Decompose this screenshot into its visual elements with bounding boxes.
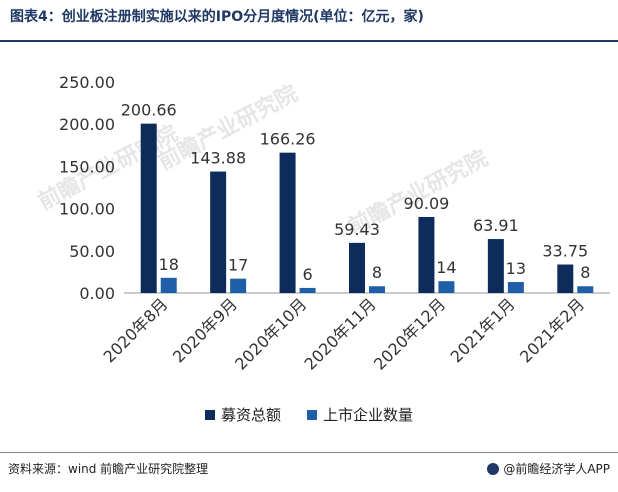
y-tick-label: 200.00 bbox=[59, 115, 115, 134]
legend-label-listed: 上市企业数量 bbox=[323, 406, 414, 424]
footer-divider bbox=[0, 452, 618, 453]
data-label-listed: 6 bbox=[302, 265, 312, 284]
bar-listed bbox=[160, 277, 177, 293]
legend-swatch-fundraising bbox=[204, 409, 215, 420]
bar-chart: 0.00 50.00 100.00 150.00 200.00 250.00 200.66 1… bbox=[59, 73, 610, 374]
brand-label: @前瞻经济学人APP bbox=[503, 462, 610, 476]
x-tick-label: 2020年10月 bbox=[231, 294, 310, 373]
data-label-fundraising: 166.26 bbox=[260, 130, 316, 149]
data-label-fundraising: 90.09 bbox=[404, 194, 450, 213]
bar-listed bbox=[438, 281, 455, 293]
y-tick-label: 100.00 bbox=[59, 200, 115, 219]
bar-listed bbox=[230, 278, 247, 293]
x-tick-label: 2020年11月 bbox=[301, 294, 380, 373]
data-label-fundraising: 63.91 bbox=[473, 216, 519, 235]
y-tick-label: 150.00 bbox=[59, 157, 115, 176]
bar-fundraising bbox=[279, 152, 296, 293]
chart-title: 图表4：创业板注册制实施以来的IPO分月度情况(单位：亿元，家) bbox=[10, 9, 424, 25]
x-tick-label: 2020年12月 bbox=[370, 294, 449, 373]
title-divider bbox=[0, 40, 618, 42]
x-tick-label: 2020年8月 bbox=[99, 294, 171, 366]
x-tick-label: 2021年1月 bbox=[447, 294, 519, 366]
bar-fundraising bbox=[418, 216, 435, 293]
legend-label-fundraising: 募资总额 bbox=[220, 406, 281, 424]
bar-fundraising bbox=[349, 242, 365, 293]
bar-listed bbox=[577, 286, 594, 293]
bar-listed bbox=[507, 282, 524, 293]
data-label-listed: 8 bbox=[372, 263, 382, 282]
bar-fundraising bbox=[210, 171, 227, 293]
data-label-listed: 14 bbox=[436, 258, 456, 277]
y-tick-label: 0.00 bbox=[79, 284, 115, 303]
data-label-fundraising: 200.66 bbox=[121, 101, 177, 120]
data-label-fundraising: 59.43 bbox=[334, 220, 380, 239]
bar-fundraising bbox=[487, 239, 504, 293]
source-note: 资料来源：wind 前瞻产业研究院整理 bbox=[8, 462, 209, 476]
data-label-listed: 13 bbox=[506, 259, 526, 278]
data-label-listed: 17 bbox=[228, 256, 248, 275]
data-label-listed: 18 bbox=[159, 255, 179, 274]
x-tick-label: 2021年2月 bbox=[516, 294, 588, 366]
brand-logo-icon bbox=[487, 462, 500, 475]
chart-legend: 募资总额 上市企业数量 bbox=[0, 404, 618, 425]
legend-item-fundraising: 募资总额 bbox=[204, 404, 281, 425]
bar-fundraising bbox=[557, 264, 574, 293]
brand-credit: @前瞻经济学人APP bbox=[487, 460, 610, 477]
bar-listed bbox=[369, 286, 385, 293]
data-label-listed: 8 bbox=[580, 263, 590, 282]
data-label-fundraising: 143.88 bbox=[190, 149, 246, 168]
y-tick-label: 50.00 bbox=[69, 242, 115, 261]
bar-fundraising bbox=[140, 123, 157, 293]
x-tick-label: 2020年9月 bbox=[169, 294, 241, 366]
legend-item-listed: 上市企业数量 bbox=[307, 404, 413, 425]
bar-listed bbox=[299, 287, 316, 293]
legend-swatch-listed bbox=[307, 409, 317, 420]
data-label-fundraising: 33.75 bbox=[542, 242, 588, 261]
y-tick-label: 250.00 bbox=[59, 73, 115, 92]
